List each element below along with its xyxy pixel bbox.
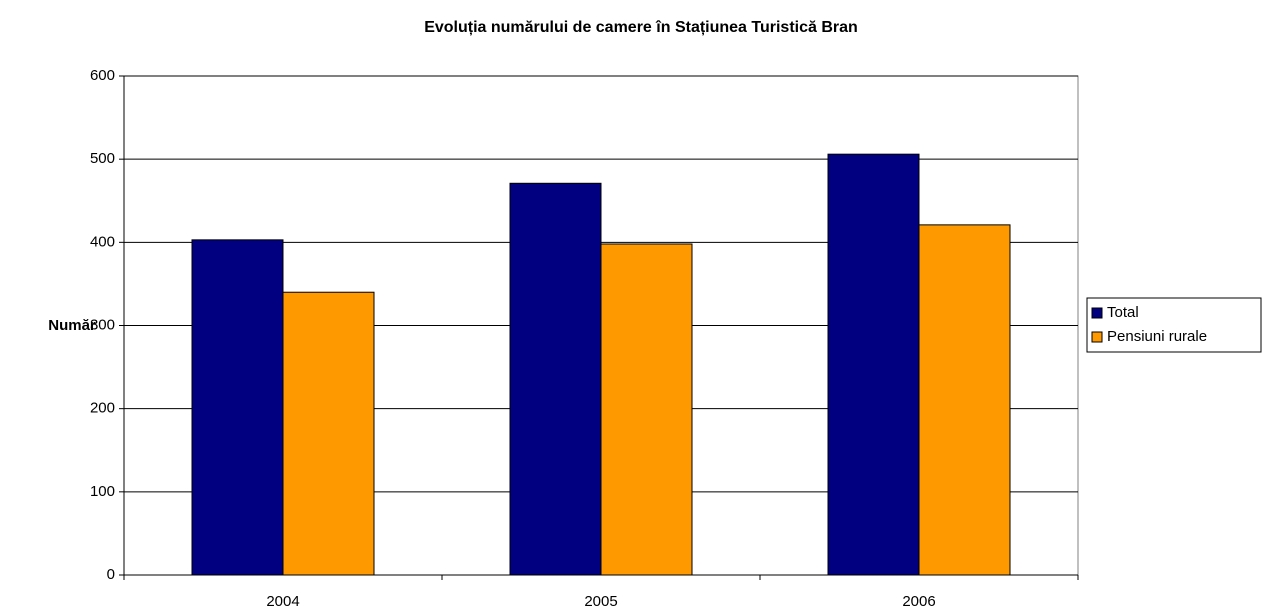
x-tick-label: 2006 bbox=[902, 593, 935, 608]
chart-title: Evoluția numărului de camere în Stațiune… bbox=[424, 19, 858, 36]
y-tick-label: 0 bbox=[107, 566, 115, 583]
legend-swatch bbox=[1091, 331, 1103, 343]
legend-box bbox=[1086, 297, 1262, 353]
y-tick-label: 200 bbox=[90, 400, 115, 417]
y-tick-label: 600 bbox=[90, 67, 115, 84]
y-tick-label: 500 bbox=[90, 150, 115, 167]
bar bbox=[282, 291, 375, 576]
y-tick-label: 400 bbox=[90, 233, 115, 250]
bar bbox=[918, 224, 1011, 576]
bar bbox=[509, 182, 602, 576]
x-tick-label: 2005 bbox=[584, 593, 617, 608]
bar bbox=[600, 243, 693, 576]
legend-label: Pensiuni rurale bbox=[1107, 328, 1207, 345]
bar bbox=[191, 239, 284, 576]
y-axis-label: Număr bbox=[48, 317, 96, 334]
bar bbox=[827, 153, 920, 576]
y-tick-label: 300 bbox=[90, 316, 115, 333]
legend-swatch bbox=[1091, 307, 1103, 319]
x-tick-label: 2004 bbox=[266, 593, 299, 608]
y-tick-label: 100 bbox=[90, 483, 115, 500]
legend-label: Total bbox=[1107, 304, 1139, 321]
